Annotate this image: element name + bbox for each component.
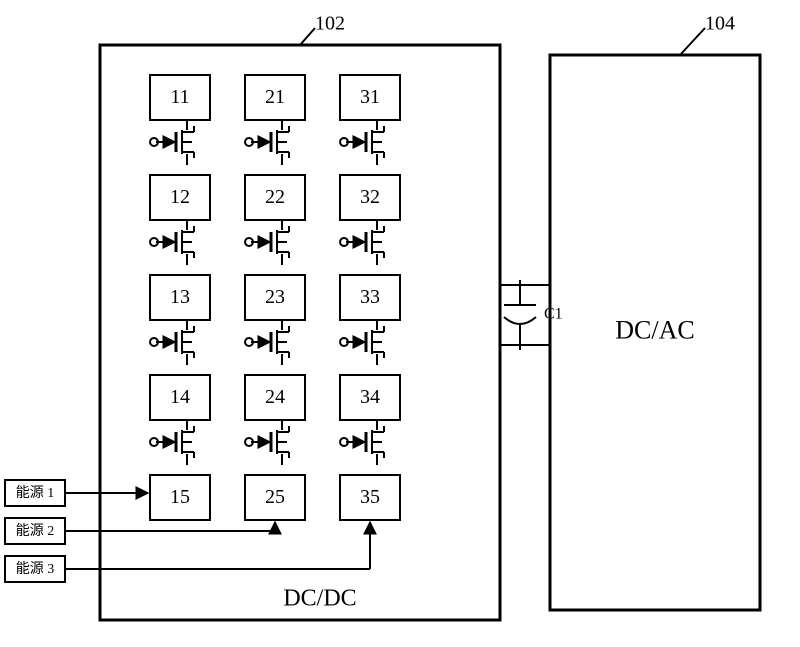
transistor-icon <box>340 220 384 265</box>
dcdc-ref-label: 102 <box>315 13 345 35</box>
dcac-block: 104 DC/AC <box>550 13 760 610</box>
module-box-32: 32 <box>340 175 400 220</box>
dcdc-block: 102 DC/DC <box>100 13 500 620</box>
module-box-21: 21 <box>245 75 305 120</box>
energy-source-label: 能源 2 <box>16 523 55 539</box>
module-box-label: 23 <box>265 286 285 308</box>
transistor-icon <box>150 220 194 265</box>
module-box-label: 32 <box>360 186 380 208</box>
transistor-icon <box>340 320 384 365</box>
module-box-11: 11 <box>150 75 210 120</box>
transistor-icon <box>340 120 384 165</box>
module-box-24: 24 <box>245 375 305 420</box>
module-box-label: 13 <box>170 286 190 308</box>
module-box-label: 24 <box>265 386 285 408</box>
module-box-25: 25 <box>245 475 305 520</box>
module-box-label: 35 <box>360 486 380 508</box>
module-box-label: 22 <box>265 186 285 208</box>
module-box-label: 33 <box>360 286 380 308</box>
module-box-15: 15 <box>150 475 210 520</box>
capacitor-c1: C1 <box>504 280 563 350</box>
module-box-label: 15 <box>170 486 190 508</box>
module-box-label: 11 <box>170 86 189 108</box>
module-box-34: 34 <box>340 375 400 420</box>
energy-source-2: 能源 2 <box>5 518 275 544</box>
energy-source-label: 能源 3 <box>16 561 55 577</box>
transistor-icon <box>245 320 289 365</box>
transistor-icon <box>150 120 194 165</box>
module-box-label: 12 <box>170 186 190 208</box>
transistor-icon <box>245 220 289 265</box>
module-box-label: 34 <box>360 386 380 408</box>
module-box-label: 14 <box>170 386 190 408</box>
module-box-label: 21 <box>265 86 285 108</box>
dcdc-label: DC/DC <box>283 586 356 612</box>
dcac-ref-label: 104 <box>705 13 735 35</box>
module-box-label: 31 <box>360 86 380 108</box>
transistor-icon <box>245 420 289 465</box>
energy-source-1: 能源 1 <box>5 480 148 506</box>
module-grid: 11 12 13 14 15 21 22 23 24 25 31 32 33 34 35 <box>150 75 400 520</box>
transistor-icon <box>245 120 289 165</box>
module-box-23: 23 <box>245 275 305 320</box>
transistor-icon <box>150 420 194 465</box>
module-box-14: 14 <box>150 375 210 420</box>
dc-bus-wires <box>500 285 550 345</box>
transistor-icon <box>150 320 194 365</box>
module-box-35: 35 <box>340 475 400 520</box>
module-box-label: 25 <box>265 486 285 508</box>
capacitor-label: C1 <box>544 306 563 323</box>
module-box-33: 33 <box>340 275 400 320</box>
module-box-12: 12 <box>150 175 210 220</box>
dcac-label: DC/AC <box>615 315 694 344</box>
module-box-31: 31 <box>340 75 400 120</box>
transistor-icon <box>340 420 384 465</box>
module-box-13: 13 <box>150 275 210 320</box>
module-box-22: 22 <box>245 175 305 220</box>
energy-source-label: 能源 1 <box>16 485 55 501</box>
